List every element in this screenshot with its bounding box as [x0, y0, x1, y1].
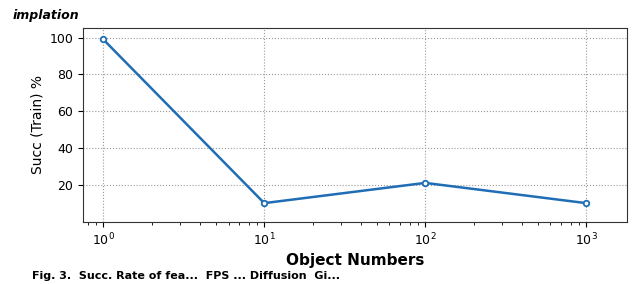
Y-axis label: Succ (Train) %: Succ (Train) % — [30, 76, 44, 174]
Text: implation: implation — [13, 9, 79, 22]
X-axis label: Object Numbers: Object Numbers — [286, 253, 424, 268]
Text: Fig. 3.  Succ. Rate of fea...  FPS ... Diffusion  Gi...: Fig. 3. Succ. Rate of fea... FPS ... Dif… — [32, 271, 340, 281]
